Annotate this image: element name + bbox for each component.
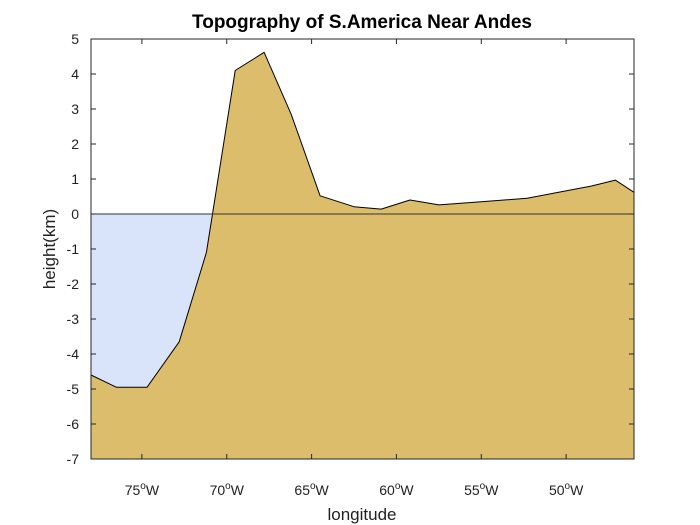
y-tick-label: -7 <box>67 451 80 467</box>
x-tick-label: 60oW <box>379 481 414 498</box>
x-tick-label: 55oW <box>464 481 499 498</box>
y-tick-label: -5 <box>67 381 80 397</box>
y-tick-label: -2 <box>67 276 80 292</box>
y-tick-label: -4 <box>67 346 80 362</box>
chart-title: Topography of S.America Near Andes <box>192 12 532 33</box>
x-axis-label: longitude <box>327 505 396 524</box>
x-tick-label: 65oW <box>294 481 329 498</box>
y-tick-label: 5 <box>71 31 79 47</box>
y-tick-label: -6 <box>67 416 80 432</box>
y-tick-label: -3 <box>67 311 80 327</box>
x-tick-label: 50oW <box>549 481 584 498</box>
x-tick-label: 70oW <box>210 481 245 498</box>
x-tick-label: 75oW <box>125 481 160 498</box>
y-axis-label: height(km) <box>40 209 59 289</box>
x-axis-ticks: 75oW 70oW 65oW 60oW 55oW 50oW <box>125 39 584 498</box>
y-tick-label: 2 <box>71 136 79 152</box>
y-tick-label: 4 <box>71 66 79 82</box>
land-area <box>90 51 635 460</box>
y-tick-label: 0 <box>71 206 79 222</box>
y-axis-ticks: 5 4 3 2 1 0 -1 -2 -3 -4 -5 -6 -7 <box>67 31 634 467</box>
y-tick-label: 1 <box>71 171 79 187</box>
plot-frame <box>90 38 635 460</box>
y-tick-label: -1 <box>67 241 80 257</box>
y-tick-label: 3 <box>71 101 79 117</box>
